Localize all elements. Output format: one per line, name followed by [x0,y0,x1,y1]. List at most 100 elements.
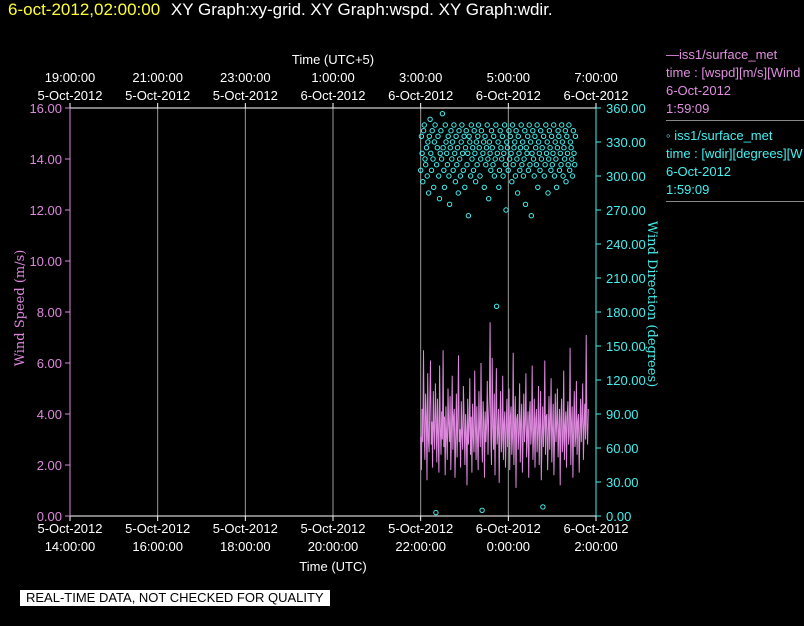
wind-direction-point [475,133,481,140]
bottom-tick-date: 5-Oct-2012 [125,521,190,536]
wind-direction-point [564,150,571,157]
left-tick-label: 10.00 [29,254,62,269]
wind-direction-point [561,156,568,162]
wind-direction-point [554,145,561,151]
top-tick-date: 6-Oct-2012 [300,88,365,103]
legend-speed-line3: 6-Oct-2012 [666,83,732,98]
legend-speed-line2: time : [wspd][m/s][Wind [666,65,801,80]
wind-direction-point [434,145,440,151]
wind-direction-point [500,173,506,179]
wind-direction-point [501,150,507,157]
wind-direction-point [493,122,499,128]
right-tick-label: 150.00 [606,339,646,354]
top-tick-date: 6-Oct-2012 [388,88,453,103]
legend-direction-line4: 1:59:09 [666,182,710,197]
top-tick-time: 21:00:00 [132,70,183,85]
wind-direction-point [519,139,526,145]
wind-direction-point [432,122,438,128]
wind-direction-point [480,139,487,145]
bottom-tick-time: 22:00:00 [395,539,446,554]
wind-direction-point [565,162,571,168]
legend: —iss1/surface_met time : [wspd][m/s][Win… [666,46,804,208]
wind-direction-point [418,167,424,174]
wind-direction-point [483,145,490,151]
wind-direction-point [452,150,458,157]
wind-direction-series [418,111,579,516]
wind-direction-point [473,139,480,145]
wind-direction-point [446,201,453,208]
legend-direction-line2: time : [wdir][degrees][W [666,146,803,161]
wind-direction-point [467,139,473,145]
wind-direction-point [527,139,534,145]
wind-direction-point [488,128,495,134]
legend-speed-line4: 1:59:09 [666,101,710,116]
wind-direction-point [553,156,559,162]
wind-direction-point [514,190,521,196]
wind-direction-point [466,133,472,140]
wind-direction-point [519,162,525,168]
wind-direction-point [450,167,456,174]
wind-direction-point [491,173,498,179]
right-tick-label: 90.00 [606,407,639,422]
wind-direction-point [548,167,554,174]
wind-direction-point [445,133,451,140]
top-tick-time: 5:00:00 [487,70,530,85]
wind-direction-point [539,145,545,151]
wind-direction-point [518,122,524,128]
wind-direction-point [551,173,558,179]
wind-direction-point [527,162,533,168]
wind-direction-point [475,122,482,128]
wind-direction-point [470,145,476,151]
wind-direction-point [431,184,437,191]
wind-direction-point [508,150,514,157]
wind-direction-point [531,173,537,179]
wind-direction-point [481,184,487,191]
wind-direction-point [487,150,493,157]
wind-direction-point [471,128,477,134]
wind-direction-point [530,128,536,134]
wind-direction-point [472,179,479,185]
wind-direction-point [449,139,456,145]
wind-direction-point [570,128,576,134]
wind-direction-point [513,128,519,134]
right-tick-label: 210.00 [606,271,646,286]
wind-direction-point [541,173,547,179]
wind-direction-point [497,128,503,134]
wind-direction-point [422,156,428,162]
wind-direction-point [464,162,470,168]
legend-direction-line1: ◦ iss1/surface_met [666,128,773,143]
right-tick-label: 120.00 [606,373,646,388]
wind-direction-point [429,128,435,134]
wind-direction-point [536,150,542,157]
left-tick-label: 4.00 [37,407,62,422]
wind-direction-point [534,122,540,128]
wind-direction-point [538,128,544,134]
wind-direction-point [474,162,480,168]
top-tick-date: 6-Oct-2012 [563,88,628,103]
wind-direction-point [477,173,483,179]
top-tick-date: 6-Oct-2012 [476,88,541,103]
wind-direction-point [418,133,425,140]
wind-direction-point [420,128,427,134]
legend-direction-line3: 6-Oct-2012 [666,164,732,179]
wind-direction-point [465,150,471,157]
wind-direction-point [495,139,501,145]
bottom-tick-time: 14:00:00 [45,539,96,554]
wind-direction-point [515,133,521,140]
wind-direction-point [572,162,578,168]
wind-direction-point [443,139,449,145]
wind-direction-point [520,173,527,179]
wind-direction-point [542,162,548,168]
grid-lines [69,108,597,516]
wind-direction-point [456,128,462,134]
wind-direction-point [571,150,577,157]
wind-direction-point [517,145,524,151]
bottom-tick-date: 5-Oct-2012 [37,521,102,536]
wind-direction-point [521,156,527,162]
wind-direction-point [423,145,430,151]
wind-direction-point [436,173,442,179]
bottom-tick-date: 6-Oct-2012 [476,521,541,536]
right-tick-label: 270.00 [606,203,646,218]
bottom-tick-date: 5-Oct-2012 [388,521,453,536]
wind-direction-point [424,173,430,179]
